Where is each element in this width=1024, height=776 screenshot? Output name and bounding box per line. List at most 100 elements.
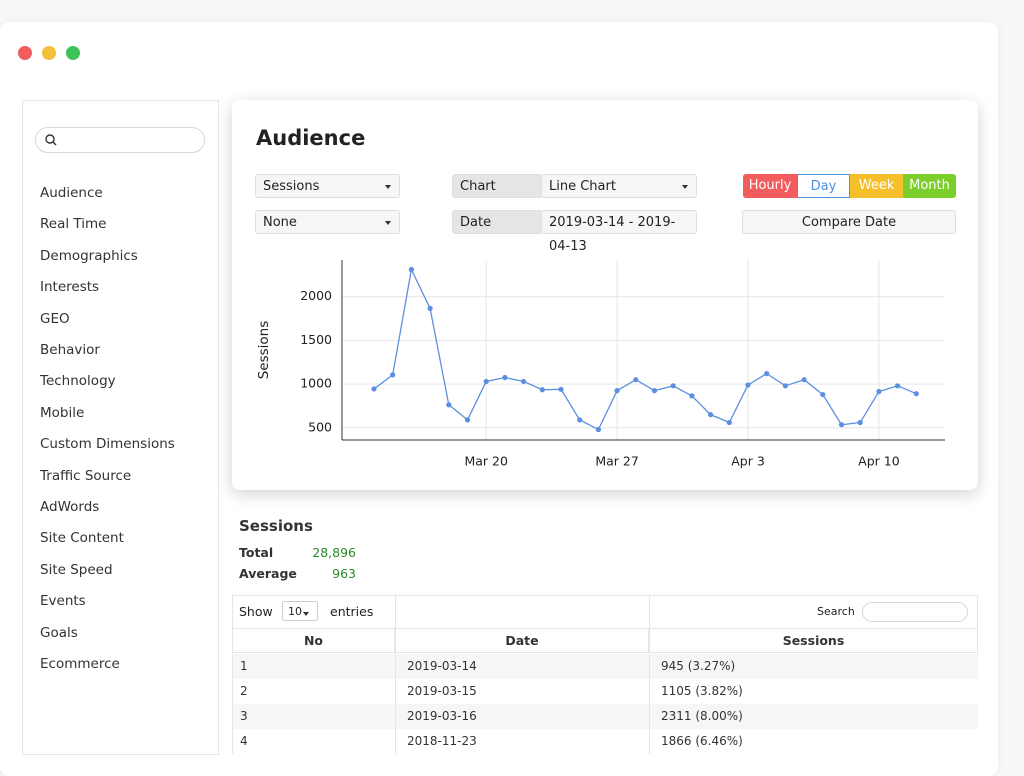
x-tick-label: Mar 27	[595, 454, 638, 469]
table-cell: 2	[232, 679, 395, 704]
nav-item[interactable]: Technology	[40, 373, 116, 390]
table-cell: 1	[232, 654, 395, 679]
data-point	[521, 378, 527, 385]
audience-panel: Audience Sessions None Chart Line Chart …	[232, 100, 978, 490]
nav-item[interactable]: Behavior	[40, 342, 100, 358]
search-input[interactable]	[35, 127, 205, 153]
nav-item[interactable]: AdWords	[40, 499, 100, 515]
chart-type-select[interactable]: Line Chart	[541, 174, 697, 198]
data-point	[502, 374, 508, 381]
nav-item[interactable]: Events	[40, 593, 86, 610]
day-button[interactable]: Day	[797, 174, 850, 198]
x-tick-label: Apr 3	[731, 454, 765, 469]
data-point	[876, 388, 882, 395]
column-header[interactable]: No	[232, 628, 395, 653]
data-point	[371, 386, 377, 392]
data-point	[595, 426, 601, 433]
data-point	[539, 387, 545, 393]
nav-item[interactable]: Traffic Source	[40, 467, 132, 484]
table-cell: 4	[232, 729, 395, 754]
close-button[interactable]	[18, 46, 32, 60]
data-point	[895, 383, 901, 389]
data-point	[838, 422, 845, 428]
data-point	[464, 417, 471, 423]
nav-item[interactable]: Demographics	[40, 247, 138, 264]
data-point	[483, 378, 489, 385]
panel-title: Audience	[256, 126, 366, 150]
data-point	[670, 383, 676, 389]
column-header[interactable]: Date	[395, 628, 649, 653]
column-header[interactable]: Sessions	[649, 628, 978, 653]
table-search-input[interactable]	[862, 602, 968, 622]
nav-item[interactable]: Real Time	[40, 216, 107, 233]
data-point	[801, 377, 807, 383]
line-chart: 500 1000 1500 2000 Mar 20 Mar 27 Apr 3 Apr 10 Se…	[256, 260, 945, 469]
table-cell: 1866 (6.46%)	[649, 729, 978, 754]
summary-title: Sessions	[239, 517, 313, 535]
data-point	[427, 305, 433, 312]
data-point	[745, 382, 751, 388]
data-point	[577, 417, 583, 423]
divider	[395, 595, 396, 628]
sidebar: Audience Real Time Demographics Interests GE…	[22, 100, 219, 755]
compare-date-button[interactable]: Compare Date	[742, 210, 956, 234]
month-button[interactable]: Month	[903, 174, 956, 198]
week-button[interactable]: Week	[850, 174, 903, 198]
nav-item[interactable]: Interests	[40, 279, 100, 296]
hourly-button[interactable]: Hourly	[743, 174, 797, 198]
table-toolbar	[232, 595, 978, 629]
search-icon	[45, 134, 57, 146]
y-axis-label: Sessions	[256, 321, 272, 380]
metric-select[interactable]: Sessions	[255, 174, 400, 198]
minimize-button[interactable]	[42, 46, 56, 60]
length-select[interactable]: 10	[282, 601, 318, 621]
data-point	[782, 383, 789, 389]
nav-item[interactable]: Custom Dimensions	[40, 436, 175, 453]
data-point	[726, 419, 732, 426]
summary-value: 28,896	[312, 545, 356, 560]
nav-item[interactable]: Ecommerce	[40, 656, 120, 672]
y-tick-label: 1500	[300, 332, 332, 347]
x-tick-label: Apr 10	[858, 454, 900, 469]
data-point	[446, 402, 452, 408]
data-point	[558, 386, 564, 392]
data-point	[689, 393, 695, 399]
secondary-select[interactable]: None	[255, 210, 400, 234]
show-label: Show	[239, 604, 273, 619]
y-tick-label: 500	[308, 419, 332, 434]
divider	[649, 595, 650, 628]
sessions-table: Show 10 entries Search No Date Sessions 1 20…	[232, 595, 978, 755]
table-cell: 2018-11-23	[395, 729, 649, 754]
summary-value: 963	[332, 566, 356, 581]
table-cell: 2311 (8.00%)	[649, 704, 978, 729]
nav-item[interactable]: Mobile	[40, 404, 85, 421]
y-tick-label: 1000	[300, 376, 332, 391]
table-cell: 2019-03-16	[395, 704, 649, 729]
series-line	[373, 267, 917, 431]
data-point	[390, 372, 396, 378]
maximize-button[interactable]	[66, 46, 80, 60]
summary-label: Total	[239, 545, 274, 560]
table-cell: 1105 (3.82%)	[649, 679, 978, 704]
x-tick-label: Mar 20	[464, 454, 508, 469]
date-label: Date	[452, 210, 542, 234]
summary-label: Average	[239, 566, 297, 581]
entries-label: entries	[330, 604, 374, 619]
nav-item[interactable]: Site Content	[40, 530, 124, 547]
data-point	[614, 388, 620, 394]
nav-item[interactable]: Goals	[40, 624, 78, 641]
nav-item[interactable]: GEO	[40, 310, 70, 327]
search-label: Search	[817, 605, 855, 618]
data-point	[857, 419, 863, 426]
data-point	[708, 412, 714, 418]
data-point	[820, 391, 826, 398]
data-point	[651, 388, 658, 394]
table-cell: 2019-03-15	[395, 679, 649, 704]
nav-item[interactable]: Site Speed	[40, 561, 113, 578]
nav-item[interactable]: Audience	[40, 185, 103, 201]
chart-label: Chart	[452, 174, 542, 198]
table-cell: 2019-03-14	[395, 654, 649, 679]
data-point	[764, 370, 770, 377]
date-range-input[interactable]: 2019-03-14 - 2019-04-13	[541, 210, 697, 254]
